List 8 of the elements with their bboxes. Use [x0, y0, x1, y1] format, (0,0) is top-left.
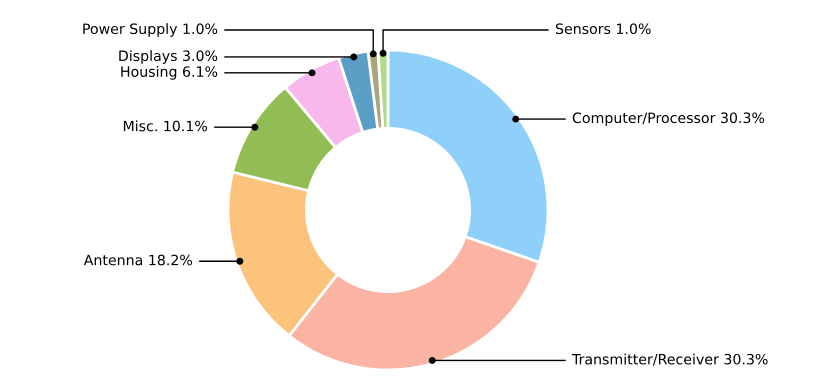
slice-label: Housing 6.1% [121, 66, 218, 80]
slice-label: Misc. 10.1% [124, 120, 208, 132]
slice-label: Transmitter/Receiver 30.3% [572, 354, 768, 366]
slice-label: Sensors 1.0% [556, 23, 651, 34]
slice-label: Power Supply 1.0% [83, 23, 218, 37]
slice-label: Displays 3.0% [119, 50, 218, 64]
slice-label: Antenna 18.2% [84, 254, 192, 266]
slice-label: Computer/Processor 30.3% [572, 112, 764, 126]
